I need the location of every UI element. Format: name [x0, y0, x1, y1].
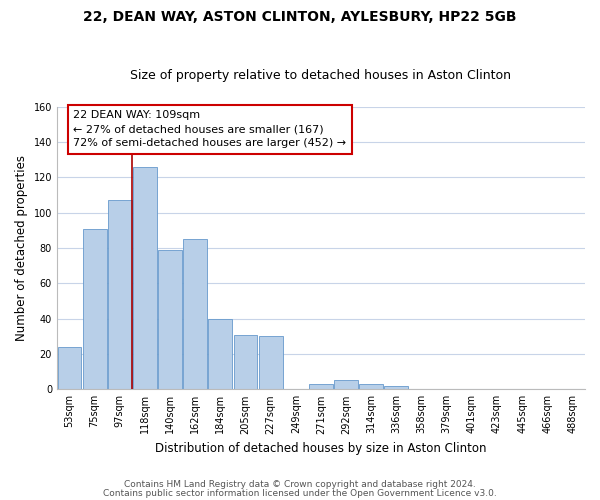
Bar — [233, 334, 257, 390]
Bar — [359, 384, 383, 390]
Bar — [208, 318, 232, 390]
Bar — [385, 386, 409, 390]
Text: 22 DEAN WAY: 109sqm
← 27% of detached houses are smaller (167)
72% of semi-detac: 22 DEAN WAY: 109sqm ← 27% of detached ho… — [73, 110, 346, 148]
X-axis label: Distribution of detached houses by size in Aston Clinton: Distribution of detached houses by size … — [155, 442, 487, 455]
Bar — [108, 200, 132, 390]
Bar — [309, 384, 333, 390]
Bar — [133, 167, 157, 390]
Bar — [334, 380, 358, 390]
Text: Contains HM Land Registry data © Crown copyright and database right 2024.: Contains HM Land Registry data © Crown c… — [124, 480, 476, 489]
Bar — [158, 250, 182, 390]
Text: 22, DEAN WAY, ASTON CLINTON, AYLESBURY, HP22 5GB: 22, DEAN WAY, ASTON CLINTON, AYLESBURY, … — [83, 10, 517, 24]
Text: Contains public sector information licensed under the Open Government Licence v3: Contains public sector information licen… — [103, 488, 497, 498]
Bar — [58, 347, 82, 390]
Bar — [259, 336, 283, 390]
Bar — [83, 228, 107, 390]
Title: Size of property relative to detached houses in Aston Clinton: Size of property relative to detached ho… — [130, 69, 511, 82]
Y-axis label: Number of detached properties: Number of detached properties — [15, 155, 28, 341]
Bar — [183, 239, 207, 390]
